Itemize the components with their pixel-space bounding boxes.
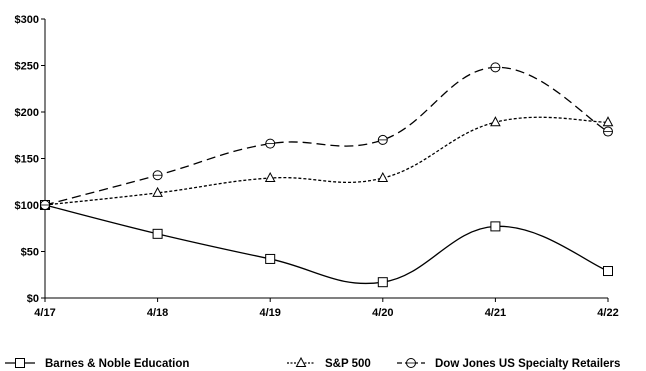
legend-label: Dow Jones US Specialty Retailers <box>435 358 620 370</box>
y-tick-label: $100 <box>15 200 39 212</box>
legend-item-s-p-500: S&P 500 <box>287 356 371 370</box>
y-tick-label: $50 <box>21 247 39 259</box>
series-barnes-noble-education <box>40 200 613 288</box>
x-tick-label: 4/18 <box>147 307 168 319</box>
y-tick-label: $150 <box>15 154 39 166</box>
axes: $0 $50 $100 $150 $200 $250 $300 4/17 4/18 4/19 4/2… <box>15 14 619 319</box>
data-point-barnes-noble-education-1 <box>152 228 163 239</box>
y-tick-label: $200 <box>15 107 39 119</box>
series-s-p-500 <box>39 116 614 209</box>
data-point-dow-jones-us-specialty-retailers-4 <box>490 62 501 73</box>
x-tick-label: 4/17 <box>34 307 55 319</box>
data-point-s-p-500-5 <box>602 116 614 127</box>
data-point-dow-jones-us-specialty-retailers-1 <box>152 170 163 181</box>
legend-item-dow-jones-us-specialty-retailers: Dow Jones US Specialty Retailers <box>397 358 620 370</box>
legend: Barnes & Noble Education S&P 500 Dow Jones… <box>5 356 620 370</box>
data-point-dow-jones-us-specialty-retailers-5 <box>603 126 613 137</box>
y-tick-label: $300 <box>15 14 39 26</box>
y-tick-label: $250 <box>15 61 39 73</box>
series-line-dow-jones-us-specialty-retailers <box>44 66 609 206</box>
y-tick-label: $0 <box>27 293 39 305</box>
data-point-barnes-noble-education-2 <box>265 253 276 264</box>
series-layer <box>39 62 614 288</box>
data-point-barnes-noble-education-5 <box>603 266 613 277</box>
data-point-dow-jones-us-specialty-retailers-0 <box>40 200 50 210</box>
series-line-barnes-noble-education <box>44 204 609 285</box>
data-point-barnes-noble-education-3 <box>377 277 388 288</box>
x-tick-label: 4/22 <box>597 307 618 319</box>
data-point-s-p-500-3 <box>377 171 389 183</box>
legend-marker-circle <box>406 358 416 368</box>
data-point-barnes-noble-education-4 <box>490 221 501 232</box>
legend-label: Barnes & Noble Education <box>45 358 189 370</box>
data-point-dow-jones-us-specialty-retailers-3 <box>377 134 388 145</box>
data-point-s-p-500-1 <box>152 186 163 197</box>
data-point-s-p-500-2 <box>264 171 276 183</box>
series-dow-jones-us-specialty-retailers <box>40 62 613 210</box>
legend-marker-triangle <box>295 356 307 367</box>
data-point-dow-jones-us-specialty-retailers-2 <box>265 138 276 149</box>
legend-label: S&P 500 <box>325 358 371 370</box>
data-point-s-p-500-4 <box>490 116 501 127</box>
legend-item-barnes-noble-education: Barnes & Noble Education <box>5 358 189 370</box>
x-tick-label: 4/20 <box>372 307 393 319</box>
x-tick-label: 4/21 <box>485 307 506 319</box>
x-tick-label: 4/19 <box>259 307 280 319</box>
series-line-s-p-500 <box>44 116 609 206</box>
legend-marker-square <box>15 358 25 368</box>
